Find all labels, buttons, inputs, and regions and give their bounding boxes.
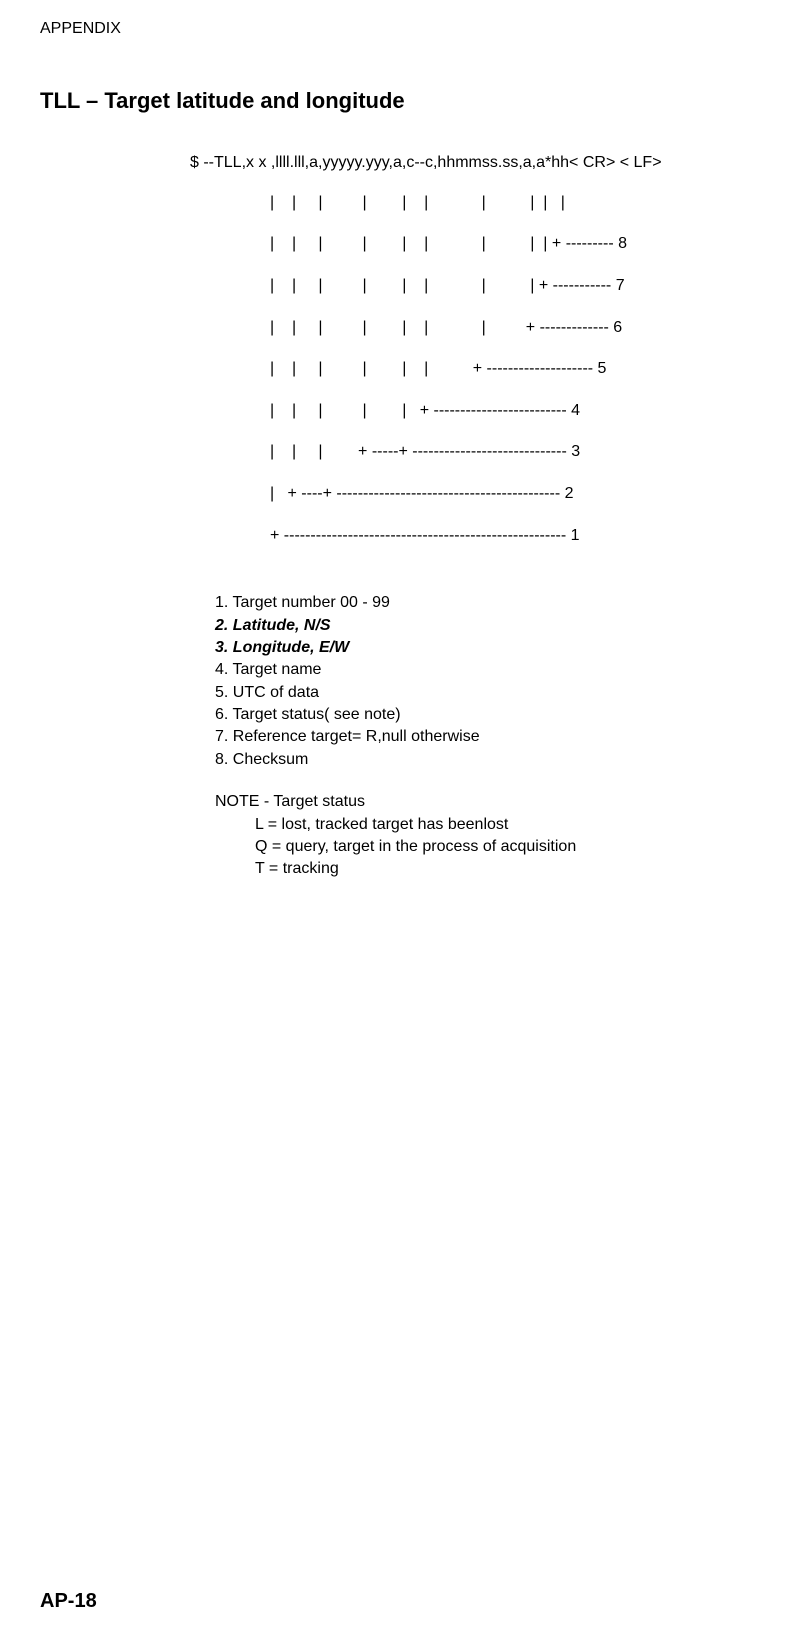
- definition-item: 6. Target status( see note): [215, 704, 761, 726]
- page-number: AP-18: [40, 1590, 97, 1613]
- definition-item: 5. UTC of data: [215, 682, 761, 704]
- definition-item: 4. Target name: [215, 659, 761, 681]
- tree-line: | | | | | | + -------------------- 5: [270, 359, 761, 380]
- tree-line: | | | + -----+ -------------------------…: [270, 442, 761, 463]
- nmea-sentence: $ --TLL,x x ,llll.lll,a,yyyyy.yyy,a,c--c…: [190, 154, 761, 172]
- note-item: L = lost, tracked target has beenlost: [255, 814, 761, 836]
- note-section: NOTE - Target status L = lost, tracked t…: [215, 791, 761, 881]
- tree-line: | | | | | | | | | |: [270, 193, 761, 214]
- note-header: NOTE - Target status: [215, 791, 761, 813]
- definition-item-bold: 3. Longitude, E/W: [215, 637, 761, 659]
- note-item: Q = query, target in the process of acqu…: [255, 836, 761, 858]
- definition-item: 1. Target number 00 - 99: [215, 592, 761, 614]
- tree-line: | | | | | | | | | + --------- 8: [270, 234, 761, 255]
- tree-line: | + ----+ ------------------------------…: [270, 484, 761, 505]
- note-item: T = tracking: [255, 858, 761, 880]
- definitions-list: 1. Target number 00 - 99 2. Latitude, N/…: [215, 592, 761, 771]
- tree-line: | | | | | + ------------------------- 4: [270, 401, 761, 422]
- tree-line: + --------------------------------------…: [270, 526, 761, 547]
- appendix-header: APPENDIX: [40, 20, 761, 38]
- page-title: TLL – Target latitude and longitude: [40, 88, 761, 114]
- tree-line: | | | | | | | + ------------- 6: [270, 318, 761, 339]
- definition-item: 7. Reference target= R,null otherwise: [215, 726, 761, 748]
- tree-diagram: | | | | | | | | | | | | | | | | | | | + …: [270, 172, 761, 567]
- tree-line: | | | | | | | | + ----------- 7: [270, 276, 761, 297]
- definition-item: 8. Checksum: [215, 749, 761, 771]
- definition-item-bold: 2. Latitude, N/S: [215, 615, 761, 637]
